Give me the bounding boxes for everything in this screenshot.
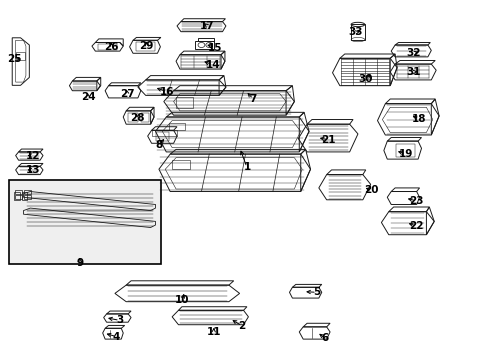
- Text: 1: 1: [243, 162, 250, 172]
- Bar: [15, 190, 21, 194]
- Text: 5: 5: [313, 287, 320, 297]
- Text: 10: 10: [175, 294, 189, 305]
- Text: 21: 21: [321, 135, 335, 145]
- Text: 15: 15: [207, 42, 222, 53]
- Bar: [24, 190, 31, 194]
- Text: 31: 31: [405, 67, 420, 77]
- Bar: [15, 195, 21, 199]
- Text: 29: 29: [139, 41, 154, 51]
- Text: 14: 14: [205, 60, 220, 70]
- Text: 33: 33: [348, 27, 363, 37]
- Text: 2: 2: [238, 321, 245, 331]
- Text: 4: 4: [112, 332, 120, 342]
- Text: 26: 26: [104, 42, 119, 52]
- Text: 16: 16: [160, 87, 174, 97]
- Text: 25: 25: [7, 54, 22, 64]
- Text: 3: 3: [116, 315, 123, 325]
- Bar: [350, 24, 364, 40]
- Text: 27: 27: [120, 89, 134, 99]
- Text: 13: 13: [26, 165, 41, 175]
- Bar: [9, 180, 161, 264]
- Text: 18: 18: [411, 114, 426, 124]
- Text: 12: 12: [26, 150, 41, 161]
- Text: 23: 23: [408, 196, 423, 206]
- Text: 17: 17: [200, 21, 214, 31]
- Text: 32: 32: [405, 48, 420, 58]
- Text: 22: 22: [408, 221, 423, 231]
- Text: 9: 9: [76, 258, 83, 268]
- Text: 6: 6: [321, 333, 328, 343]
- Text: 28: 28: [129, 113, 144, 123]
- Text: 8: 8: [155, 140, 162, 150]
- Text: 30: 30: [358, 74, 372, 84]
- Bar: [24, 195, 31, 199]
- Text: 7: 7: [249, 94, 257, 104]
- Text: 19: 19: [398, 149, 412, 159]
- Text: 20: 20: [364, 185, 378, 195]
- Text: 24: 24: [81, 92, 95, 102]
- Text: 11: 11: [206, 327, 221, 337]
